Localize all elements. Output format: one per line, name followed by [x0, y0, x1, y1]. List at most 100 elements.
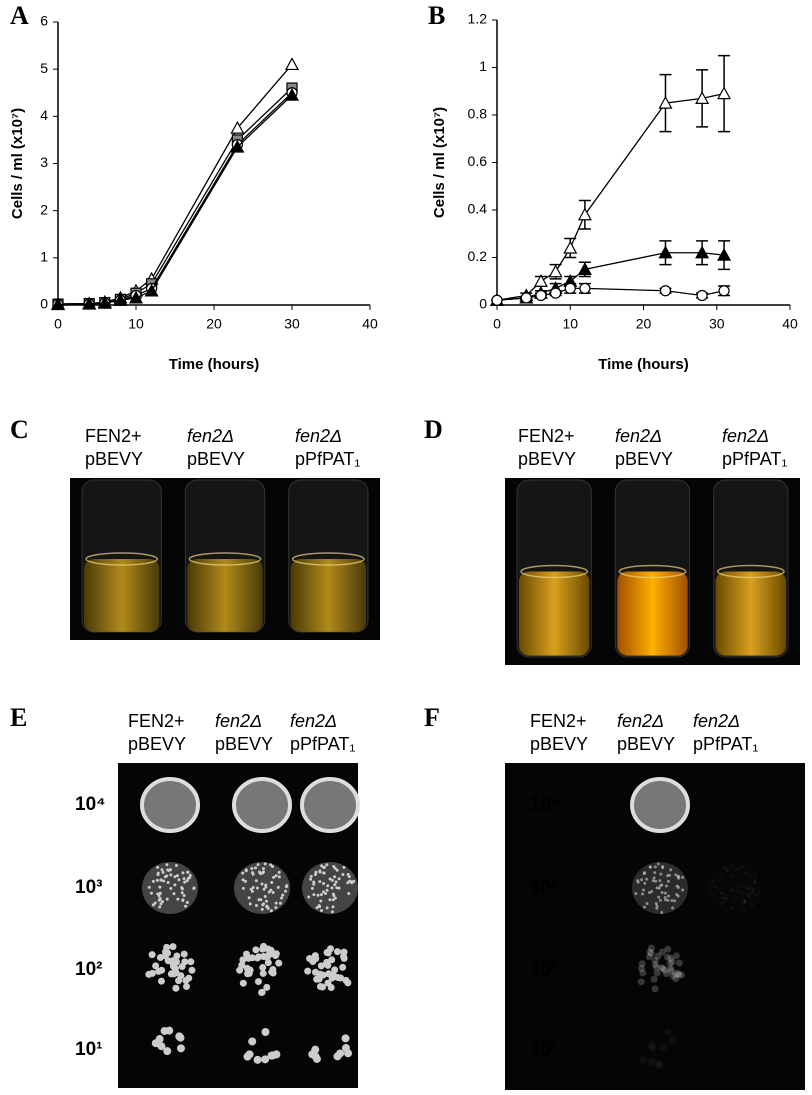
marker [50, 297, 66, 311]
column-header: pBEVY [617, 734, 675, 754]
panel-letter: B [428, 1, 445, 30]
speck [713, 884, 717, 888]
speck [724, 893, 728, 897]
colony [663, 970, 671, 978]
speck [744, 871, 748, 875]
speck [664, 898, 668, 902]
speck [254, 879, 258, 883]
speck [748, 886, 752, 890]
speck [734, 867, 738, 871]
colony [187, 958, 195, 966]
colony [647, 1041, 656, 1050]
speck [284, 889, 288, 893]
colony [664, 1028, 673, 1037]
marker [548, 264, 563, 278]
speck [307, 895, 311, 899]
y-tick-label: 0.8 [468, 106, 488, 122]
y-tick-label: 3 [40, 154, 48, 170]
speck [256, 863, 260, 867]
speck [241, 878, 245, 882]
speck [319, 899, 323, 903]
colony [324, 961, 332, 969]
colony [649, 1044, 658, 1053]
speck [642, 905, 646, 909]
speck [640, 892, 644, 896]
colony [158, 966, 166, 974]
colony [161, 948, 169, 956]
speck [166, 881, 170, 885]
speck [244, 869, 248, 873]
speck [739, 892, 743, 896]
speck [320, 908, 324, 912]
speck [318, 880, 322, 884]
speck [322, 866, 326, 870]
speck [658, 879, 662, 883]
colony [647, 949, 655, 957]
speck [730, 906, 734, 910]
marker [549, 287, 562, 299]
speck [745, 887, 749, 891]
speck [248, 902, 252, 906]
row-label: 10² [530, 959, 557, 980]
y-axis-label: Cells / ml (x10⁷) [9, 108, 26, 219]
colony [188, 966, 196, 974]
speck [274, 901, 278, 905]
y-tick-label: 0 [479, 296, 487, 312]
speck [265, 905, 269, 909]
speck [182, 877, 186, 881]
colony [178, 963, 186, 971]
colony [651, 960, 659, 968]
colony [651, 956, 659, 964]
colony [252, 946, 260, 954]
marker [717, 247, 732, 261]
colony [650, 975, 658, 983]
colony [259, 964, 267, 972]
speck [730, 866, 734, 870]
speck [341, 872, 345, 876]
marker [230, 120, 245, 134]
marker [659, 285, 672, 297]
colony [667, 967, 675, 975]
marker [695, 245, 710, 259]
speck [172, 892, 176, 896]
speck [173, 883, 177, 887]
speck [157, 893, 161, 897]
x-tick-label: 0 [54, 316, 62, 332]
speck [671, 906, 675, 910]
speck [681, 875, 685, 879]
meniscus [716, 564, 785, 579]
meniscus [188, 552, 262, 566]
speck [156, 865, 160, 869]
colony [169, 943, 177, 951]
speck [661, 865, 665, 869]
speck [173, 875, 177, 879]
x-tick-label: 10 [562, 316, 578, 332]
colony [337, 974, 345, 982]
speck [281, 893, 285, 897]
speck [346, 872, 350, 876]
colony [265, 951, 273, 959]
speck [743, 909, 747, 913]
panel-letter: A [10, 1, 29, 30]
column-header: pBEVY [518, 449, 576, 469]
speck [743, 901, 747, 905]
speck [742, 899, 746, 903]
marker [577, 262, 592, 275]
column-header: pPfPAT₁ [693, 734, 758, 754]
y-tick-label: 6 [40, 13, 48, 29]
speck [711, 879, 715, 883]
colony [651, 985, 659, 993]
speck [645, 877, 649, 881]
speck [660, 910, 664, 914]
speck [719, 902, 723, 906]
panel-letter: D [424, 415, 443, 444]
colony [264, 945, 272, 953]
colony [639, 969, 647, 977]
speck [182, 893, 186, 897]
speck [250, 866, 254, 870]
speck [669, 868, 673, 872]
speck [184, 904, 188, 908]
speck [352, 879, 356, 883]
speck [322, 871, 326, 875]
